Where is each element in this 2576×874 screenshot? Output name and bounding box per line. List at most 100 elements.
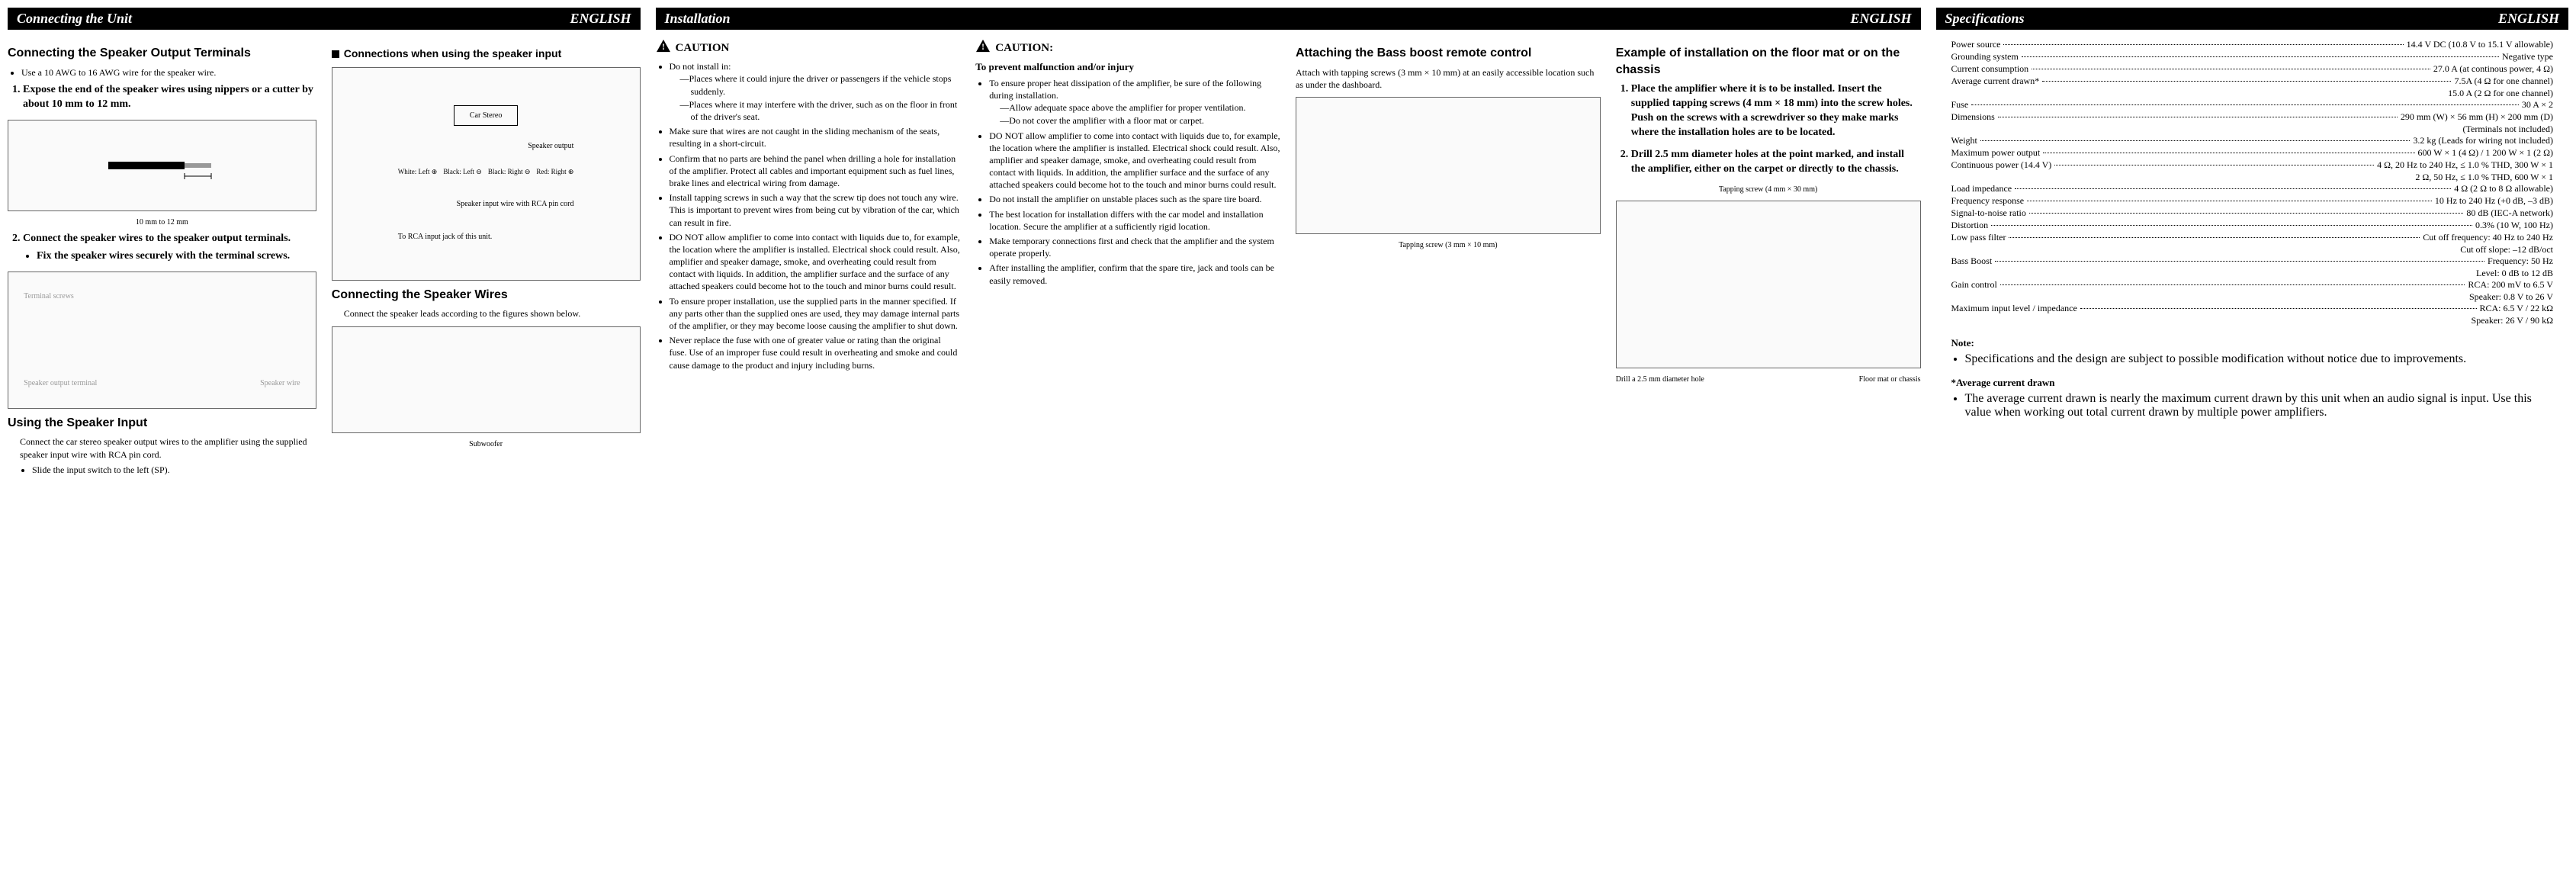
spec-value: 0.3% (10 W, 100 Hz) xyxy=(2475,220,2553,231)
header-lang-1: ENGLISH xyxy=(570,11,631,27)
note-body: Specifications and the design are subjec… xyxy=(1965,352,2554,366)
spec-sub-value: Level: 0 dB to 12 dB xyxy=(1951,268,2554,279)
header-2: Installation ENGLISH xyxy=(656,8,1921,30)
p1c1-s2b: Fix the speaker wires securely with the … xyxy=(37,249,316,264)
spec-value: 80 dB (IEC-A network) xyxy=(2466,207,2553,219)
warning-icon-2: ! xyxy=(975,39,991,57)
spec-value: Frequency: 50 Hz xyxy=(2488,255,2553,267)
p2c2-b1: To ensure proper heat dissipation of the… xyxy=(989,77,1280,127)
p2c1-b7: Never replace the fuse with one of great… xyxy=(670,334,961,371)
spec-value: RCA: 6.5 V / 22 kΩ xyxy=(2480,303,2554,314)
lbl-white-left: White: Left ⊕ xyxy=(398,167,438,176)
speaker-wires-diagram xyxy=(332,326,641,433)
spec-value: RCA: 200 mV to 6.5 V xyxy=(2468,279,2553,291)
p1c1-b1: Use a 10 AWG to 16 AWG wire for the spea… xyxy=(21,66,316,79)
spec-value: Cut off frequency: 40 Hz to 240 Hz xyxy=(2423,232,2553,243)
spec-label: Average current drawn* xyxy=(1951,76,2040,87)
p2c2-b1-text: To ensure proper heat dissipation of the… xyxy=(989,78,1261,101)
p2c2-b2: DO NOT allow amplifier to come into cont… xyxy=(989,130,1280,191)
lbl-tapping-screw-4: Tapping screw (4 mm × 30 mm) xyxy=(1616,185,1921,195)
cols-1: Connecting the Speaker Output Terminals … xyxy=(8,39,641,479)
page-connecting: Connecting the Unit ENGLISH Connecting t… xyxy=(8,8,641,479)
bass-boost-diagram xyxy=(1296,97,1601,234)
spec-label: Low pass filter xyxy=(1951,232,2006,243)
spec-label: Continuous power (14.4 V) xyxy=(1951,159,2052,171)
p1c2-h2: Connecting the Speaker Wires xyxy=(332,287,641,304)
avg-body: The average current drawn is nearly the … xyxy=(1965,392,2554,419)
p2c1-b3: Confirm that no parts are behind the pan… xyxy=(670,153,961,190)
floor-install-diagram xyxy=(1616,201,1921,368)
spec-label: Grounding system xyxy=(1951,51,2019,63)
spec-row: Power source 14.4 V DC (10.8 V to 15.1 V … xyxy=(1951,39,2554,50)
p2c2-b3: Do not install the amplifier on unstable… xyxy=(989,193,1280,205)
p2c2-b6: After installing the amplifier, confirm … xyxy=(989,262,1280,286)
spec-value: 4 Ω, 20 Hz to 240 Hz, ≤ 1.0 % THD, 300 W… xyxy=(2377,159,2553,171)
p1-col1: Connecting the Speaker Output Terminals … xyxy=(8,39,316,479)
spec-label: Frequency response xyxy=(1951,195,2025,207)
caution-label-1: CAUTION xyxy=(676,40,730,56)
p2c3-p1: Attach with tapping screws (3 mm × 10 mm… xyxy=(1296,66,1601,91)
spec-label: Bass Boost xyxy=(1951,255,1993,267)
lbl-subwoofer: Subwoofer xyxy=(332,439,641,450)
spec-value: 3.2 kg (Leads for wiring not included) xyxy=(2413,135,2553,146)
spec-row: Maximum input level / impedanceRCA: 6.5 … xyxy=(1951,303,2554,314)
spec-dots xyxy=(1991,225,2472,226)
specs-body: Power source 14.4 V DC (10.8 V to 15.1 V … xyxy=(1936,39,2569,423)
spec-label: Weight xyxy=(1951,135,1977,146)
p2c1-b4: Install tapping screws in such a way tha… xyxy=(670,191,961,229)
lbl-tapping-screw-3: Tapping screw (3 mm × 10 mm) xyxy=(1296,240,1601,251)
spec-row: Gain controlRCA: 200 mV to 6.5 V xyxy=(1951,279,2554,291)
spec-value: 14.4 V DC (10.8 V to 15.1 V allowable) xyxy=(2407,39,2553,50)
wire-strip-diagram xyxy=(8,120,316,211)
spec-row: Weight 3.2 kg (Leads for wiring not inclu… xyxy=(1951,135,2554,146)
spec-sub-value: (Terminals not included) xyxy=(1951,124,2554,135)
spec-dots xyxy=(2009,237,2420,238)
spec-sub-value: 15.0 A (2 Ω for one channel) xyxy=(1951,88,2554,99)
spec-row: Fuse30 A × 2 xyxy=(1951,99,2554,111)
spec-dots xyxy=(2042,81,2451,82)
spec-dots xyxy=(1995,261,2484,262)
p1c1-h1: Connecting the Speaker Output Terminals xyxy=(8,45,316,62)
p2c1-b2: Make sure that wires are not caught in t… xyxy=(670,125,961,149)
p1c2-h1-text: Connections when using the speaker input xyxy=(344,47,561,59)
page-installation: Installation ENGLISH ! CAUTION Do not in… xyxy=(656,8,1921,479)
svg-text:!: ! xyxy=(981,43,984,52)
caution-sub: To prevent malfunction and/or injury xyxy=(975,60,1280,74)
p2-col3: Attaching the Bass boost remote control … xyxy=(1296,39,1601,385)
header-3: Specifications ENGLISH xyxy=(1936,8,2569,30)
lbl-floor-mat: Floor mat or chassis xyxy=(1859,374,1921,385)
spec-row: Low pass filter Cut off frequency: 40 Hz … xyxy=(1951,232,2554,243)
p2c3-h1: Attaching the Bass boost remote control xyxy=(1296,45,1601,62)
spec-label: Maximum power output xyxy=(1951,147,2041,159)
page-specifications: Specifications ENGLISH Power source 14.4 … xyxy=(1936,8,2569,479)
spec-label: Load impedance xyxy=(1951,183,2012,194)
spec-sub-value: Speaker: 0.8 V to 26 V xyxy=(1951,291,2554,303)
p1c1-h2: Using the Speaker Input xyxy=(8,415,316,432)
spec-sub-value: 2 Ω, 50 Hz, ≤ 1.0 % THD, 600 W × 1 xyxy=(1951,172,2554,183)
spec-label: Current consumption xyxy=(1951,63,2029,75)
spec-label: Distortion xyxy=(1951,220,1989,231)
note-heading: Note: xyxy=(1951,337,2554,349)
terminal-diagram: Terminal screws Speaker output terminal … xyxy=(8,272,316,409)
spec-row: Distortion 0.3% (10 W, 100 Hz) xyxy=(1951,220,2554,231)
caution-label-2: CAUTION: xyxy=(995,40,1053,56)
lbl-red-right: Red: Right ⊕ xyxy=(536,167,573,176)
p1-col2: Connections when using the speaker input… xyxy=(332,39,641,479)
spec-value: 10 Hz to 240 Hz (+0 dB, –3 dB) xyxy=(2435,195,2553,207)
spec-row: Current consumption27.0 A (at continous … xyxy=(1951,63,2554,75)
wire-caption: 10 mm to 12 mm xyxy=(8,217,316,228)
p1c1-p2: Connect the car stereo speaker output wi… xyxy=(8,435,316,460)
spec-value: 290 mm (W) × 56 mm (H) × 200 mm (D) xyxy=(2401,111,2553,123)
p2c1-d1: —Places where it could injure the driver… xyxy=(680,72,961,97)
spec-label: Power source xyxy=(1951,39,2001,50)
header-title-2: Installation xyxy=(665,11,731,27)
caution-heading-1: ! CAUTION xyxy=(656,39,961,57)
spec-value: 4 Ω (2 Ω to 8 Ω allowable) xyxy=(2454,183,2553,194)
avg-heading: *Average current drawn xyxy=(1951,377,2554,389)
warning-icon: ! xyxy=(656,39,671,57)
header-title-3: Specifications xyxy=(1945,11,2025,27)
p1c1-s2-text: Connect the speaker wires to the speaker… xyxy=(23,233,291,244)
spec-dots xyxy=(2022,56,2499,57)
p2c2-d1: —Allow adequate space above the amplifie… xyxy=(1000,101,1280,114)
p2c1-b1: Do not install in: —Places where it coul… xyxy=(670,60,961,123)
